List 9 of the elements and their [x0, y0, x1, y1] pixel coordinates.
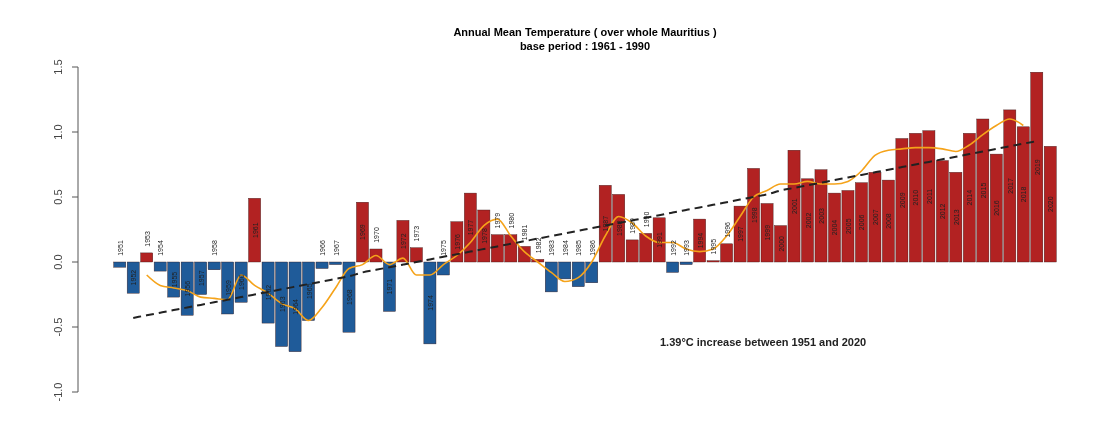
y-tick-label: 1.0 — [52, 124, 64, 140]
chart-title: Annual Mean Temperature ( over whole Mauritius ) — [453, 26, 717, 38]
y-tick-label: 0.5 — [52, 189, 64, 205]
y-tick-label: 1.5 — [52, 59, 64, 75]
y-tick-label: -0.5 — [52, 317, 64, 337]
chart-subtitle: base period : 1961 - 1990 — [519, 40, 651, 52]
y-tick-label: -1.0 — [52, 382, 64, 402]
y-tick-label: 0.0 — [52, 254, 64, 270]
annotation: 1.39°C increase between 1951 and 2020 — [660, 336, 867, 348]
